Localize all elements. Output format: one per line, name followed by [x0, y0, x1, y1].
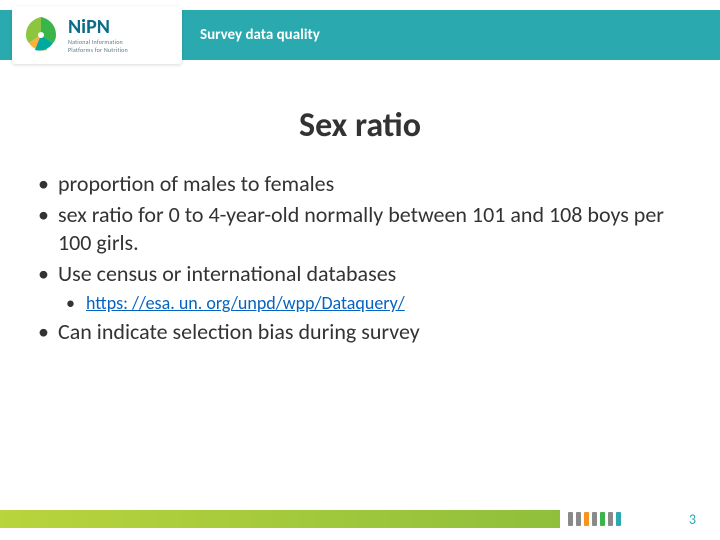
logo: NiPN National Information Platforms for … — [12, 6, 182, 64]
footer-mark-icon — [600, 512, 605, 526]
bullet-text: Can indicate selection bias during surve… — [58, 318, 420, 345]
footer-bar — [0, 510, 560, 528]
logo-sub-2: Platforms for Nutrition — [68, 47, 128, 53]
sub-item: https: //esa. un. org/unpd/wpp/Dataquery… — [58, 292, 690, 315]
footer-mark-icon — [616, 512, 621, 526]
bullet-item: sex ratio for 0 to 4-year-old normally b… — [30, 201, 690, 258]
footer-mark-icon — [576, 512, 581, 526]
logo-text: NiPN National Information Platforms for … — [68, 17, 128, 53]
logo-sub-1: National Information — [68, 39, 128, 45]
footer-mark-icon — [568, 512, 573, 526]
dataquery-link[interactable]: https: //esa. un. org/unpd/wpp/Dataquery… — [86, 292, 405, 314]
sub-list: https: //esa. un. org/unpd/wpp/Dataquery… — [58, 292, 690, 315]
slide-title: Sex ratio — [0, 105, 720, 146]
bullet-text: sex ratio for 0 to 4-year-old normally b… — [58, 201, 664, 257]
slide-number: 3 — [689, 511, 696, 528]
bullet-item: Can indicate selection bias during surve… — [30, 318, 690, 347]
header-section-title: Survey data quality — [200, 10, 320, 60]
logo-swirl-icon — [20, 14, 62, 56]
footer-mark-icon — [608, 512, 613, 526]
bullet-item: proportion of males to females — [30, 170, 690, 199]
bullet-item: Use census or international databases ht… — [30, 260, 690, 316]
content-area: proportion of males to females sex ratio… — [30, 170, 690, 348]
logo-main: NiPN — [68, 17, 128, 37]
bullet-text: proportion of males to females — [58, 170, 334, 197]
bullet-text: Use census or international databases — [58, 260, 396, 287]
footer-marks — [568, 512, 621, 526]
footer-mark-icon — [584, 512, 589, 526]
footer-mark-icon — [592, 512, 597, 526]
bullet-list: proportion of males to females sex ratio… — [30, 170, 690, 346]
